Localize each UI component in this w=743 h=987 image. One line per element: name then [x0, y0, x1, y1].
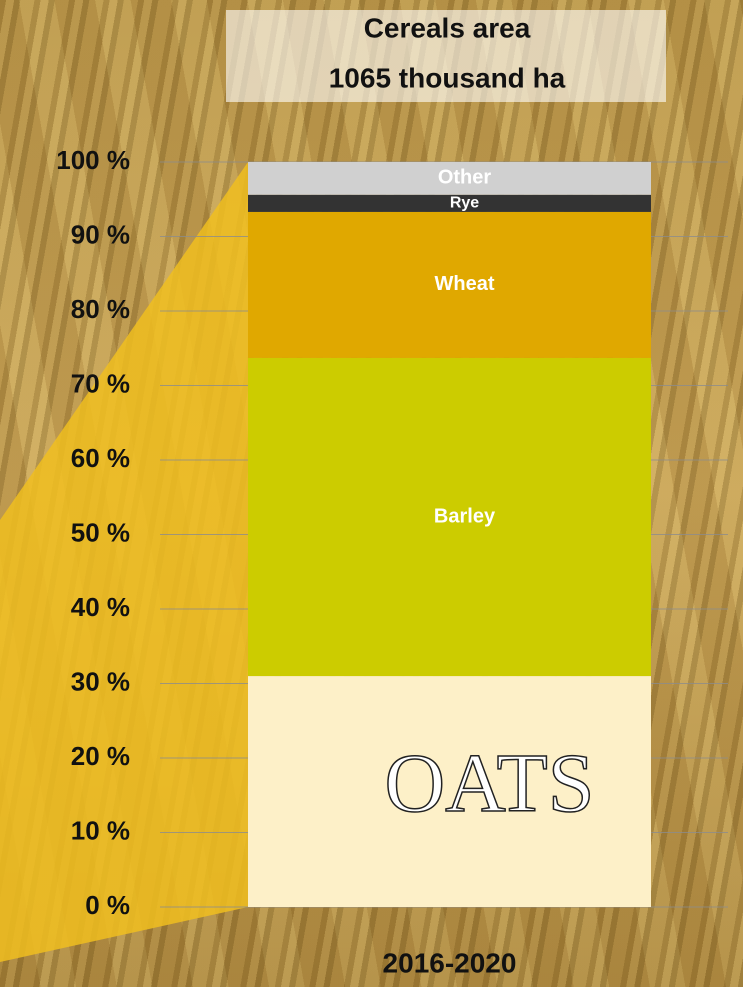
chart-title: Cereals area	[364, 12, 531, 43]
chart: Cereals area 1065 thousand ha 0 % 10 % 20 …	[0, 0, 743, 987]
segment-label: Barley	[434, 505, 496, 527]
x-tick-label: 2016-2020	[383, 947, 517, 978]
y-tick-label: 30 %	[71, 666, 130, 696]
y-tick-label: 0 %	[85, 890, 130, 920]
y-tick-label: 20 %	[71, 741, 130, 771]
y-tick-label: 40 %	[71, 592, 130, 622]
y-tick-label: 60 %	[71, 443, 130, 473]
y-tick-label: 100 %	[56, 145, 130, 175]
segment-label: OATS	[384, 737, 594, 830]
chart-subtitle: 1065 thousand ha	[329, 62, 566, 93]
segment-label: Wheat	[435, 273, 495, 295]
y-tick-label: 50 %	[71, 517, 130, 547]
y-tick-label: 80 %	[71, 294, 130, 324]
page: Cereals area 1065 thousand ha 0 % 10 % 20 …	[0, 0, 743, 987]
y-tick-label: 70 %	[71, 368, 130, 398]
segment-label: Other	[438, 167, 492, 189]
y-tick-label: 10 %	[71, 815, 130, 845]
y-tick-label: 90 %	[71, 219, 130, 249]
segment-label: Rye	[450, 195, 479, 212]
